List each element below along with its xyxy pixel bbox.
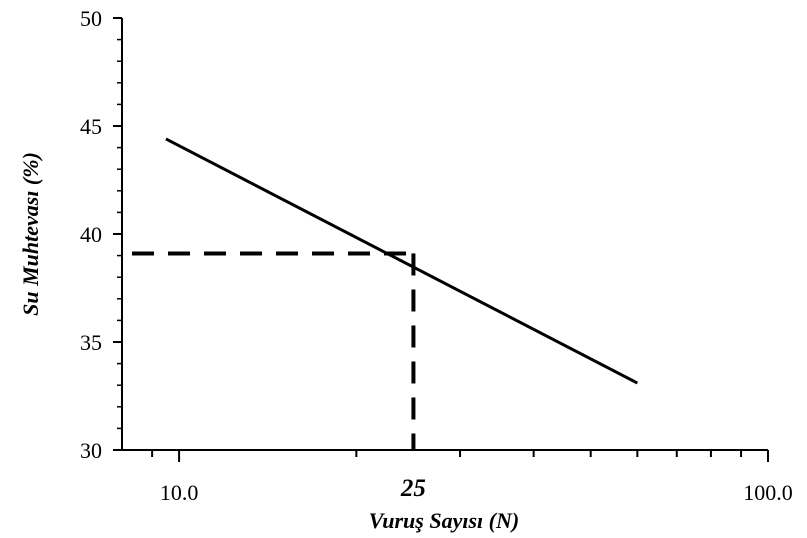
y-axis-title: Su Muhtevası (%) <box>18 152 43 316</box>
reference-guides <box>132 251 416 450</box>
x-tick-label: 10.0 <box>160 480 199 505</box>
x-tick-label: 100.0 <box>743 480 793 505</box>
y-tick-label: 35 <box>80 330 102 355</box>
annotation-label-25: 25 <box>400 475 426 502</box>
y-tick-label: 50 <box>80 6 102 31</box>
labels-layer: 30 35 40 45 50 10.0 100.0 25 Vuruş Sayısı (N) Su … <box>18 6 793 533</box>
axes <box>113 17 769 462</box>
flow-curve-line <box>165 137 639 385</box>
y-tick-label: 45 <box>80 114 102 139</box>
y-tick-label: 40 <box>80 222 102 247</box>
series-layer <box>165 137 639 385</box>
y-tick-label: 30 <box>80 438 102 463</box>
x-axis-title: Vuruş Sayısı (N) <box>369 508 519 533</box>
